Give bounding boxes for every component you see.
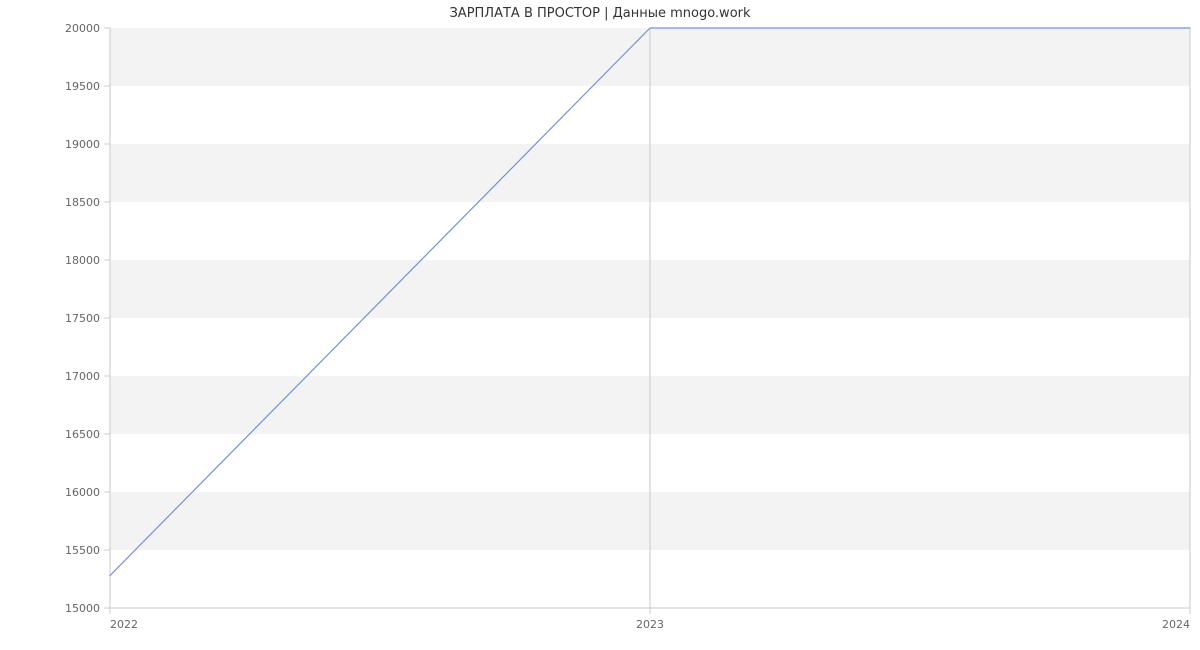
y-tick-label: 15500 [65,544,100,557]
y-tick-label: 15000 [65,602,100,615]
y-tick-label: 20000 [65,22,100,35]
y-tick-label: 18500 [65,196,100,209]
x-tick-label: 2023 [636,618,664,631]
y-tick-label: 19500 [65,80,100,93]
y-tick-label: 18000 [65,254,100,267]
salary-line-chart: ЗАРПЛАТА В ПРОСТОР | Данные mnogo.work 1… [0,0,1200,650]
y-tick-label: 19000 [65,138,100,151]
y-tick-label: 17000 [65,370,100,383]
x-tick-label: 2024 [1162,618,1190,631]
y-tick-label: 16000 [65,486,100,499]
y-tick-label: 16500 [65,428,100,441]
y-tick-label: 17500 [65,312,100,325]
chart-svg: 15000 15500 16000 16500 17000 17500 18000 18500… [0,0,1200,650]
x-tick-label: 2022 [110,618,138,631]
